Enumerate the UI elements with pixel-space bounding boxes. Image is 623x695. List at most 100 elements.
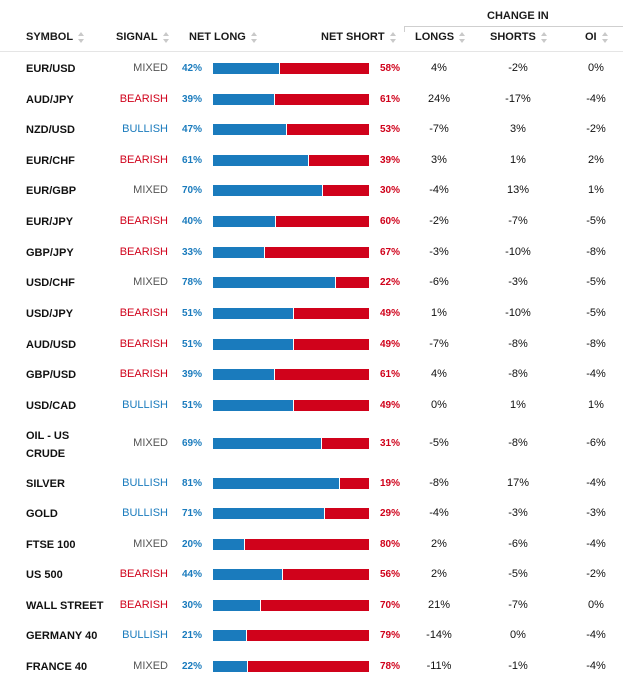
symbol-cell[interactable]: USD/CHF (26, 277, 75, 289)
signal-cell: BEARISH (119, 568, 168, 580)
bar-separator (292, 400, 294, 411)
change-oi-cell: -5% (586, 276, 606, 288)
symbol-cell[interactable]: FTSE 100 (26, 539, 76, 551)
symbol-cell[interactable]: EUR/JPY (26, 216, 74, 228)
bar-separator (245, 630, 247, 641)
symbol-cell[interactable]: GBP/JPY (26, 247, 74, 259)
net-long-bar-segment (213, 94, 274, 105)
table-row[interactable]: GBP/JPY BEARISH 33% 67% -3% -10% -8% (0, 238, 623, 268)
signal-cell: MIXED (133, 62, 168, 74)
sort-icon[interactable] (162, 31, 170, 43)
bar-separator (273, 369, 275, 380)
change-oi-cell: -4% (586, 93, 606, 105)
column-header-oi[interactable]: OI (585, 31, 609, 43)
table-row[interactable]: EUR/GBP MIXED 70% 30% -4% 13% 1% (0, 176, 623, 206)
net-long-bar-segment (213, 247, 265, 258)
column-header-signal[interactable]: SIGNAL (116, 31, 170, 43)
signal-cell: BEARISH (119, 307, 168, 319)
table-row[interactable]: EUR/USD MIXED 42% 58% 4% -2% 0% (0, 54, 623, 84)
symbol-cell[interactable]: USD/CAD (26, 400, 77, 412)
table-row[interactable]: USD/CHF MIXED 78% 22% -6% -3% -5% (0, 268, 623, 298)
table-row[interactable]: GBP/USD BEARISH 39% 61% 4% -8% -4% (0, 360, 623, 390)
sort-icon[interactable] (540, 31, 548, 43)
long-short-ratio-bar (213, 630, 369, 641)
symbol-cell[interactable]: EUR/GBP (26, 185, 77, 197)
symbol-cell[interactable]: EUR/USD (26, 63, 76, 75)
change-oi-cell: 1% (588, 399, 604, 411)
change-oi-cell: -4% (586, 368, 606, 380)
long-short-ratio-bar (213, 600, 369, 611)
table-row[interactable]: US 500 BEARISH 44% 56% 2% -5% -2% (0, 560, 623, 590)
table-row[interactable]: EUR/JPY BEARISH 40% 60% -2% -7% -5% (0, 207, 623, 237)
symbol-cell[interactable]: AUD/USD (26, 339, 77, 351)
net-long-cell: 51% (182, 339, 203, 350)
sort-icon[interactable] (78, 31, 85, 43)
bar-separator (244, 539, 246, 550)
table-row[interactable]: AUD/JPY BEARISH 39% 61% 24% -17% -4% (0, 85, 623, 115)
net-long-bar-segment (213, 508, 324, 519)
bar-separator (247, 661, 249, 672)
table-row[interactable]: USD/CAD BULLISH 51% 49% 0% 1% 1% (0, 391, 623, 421)
symbol-cell[interactable]: AUD/JPY (26, 94, 74, 106)
symbol-cell[interactable]: OIL - US CRUDE (26, 429, 69, 461)
table-row[interactable]: NZD/USD BULLISH 47% 53% -7% 3% -2% (0, 115, 623, 145)
net-short-bar-segment (293, 308, 369, 319)
table-row[interactable]: SILVER BULLISH 81% 19% -8% 17% -4% (0, 469, 623, 499)
column-header-net-short[interactable]: NET SHORT (321, 31, 397, 43)
table-row[interactable]: GERMANY 40 BULLISH 21% 79% -14% 0% -4% (0, 621, 623, 651)
change-in-group-tick (404, 26, 405, 32)
change-shorts-cell: -10% (505, 307, 531, 319)
sort-icon[interactable] (250, 31, 258, 43)
net-long-bar-segment (213, 155, 309, 166)
net-short-bar-segment (335, 277, 369, 288)
sort-icon[interactable] (389, 31, 397, 43)
table-row[interactable]: WALL STREET BEARISH 30% 70% 21% -7% 0% (0, 591, 623, 621)
net-short-cell: 39% (380, 155, 401, 166)
long-short-ratio-bar (213, 569, 369, 580)
symbol-cell[interactable]: GERMANY 40 (26, 630, 98, 642)
net-short-bar-segment (323, 185, 369, 196)
table-row[interactable]: GOLD BULLISH 71% 29% -4% -3% -3% (0, 499, 623, 529)
net-short-bar-segment (260, 600, 369, 611)
symbol-cell[interactable]: US 500 (26, 569, 63, 581)
signal-cell: BEARISH (119, 246, 168, 258)
column-header-net-long[interactable]: NET LONG (189, 31, 258, 43)
sort-icon[interactable] (459, 31, 466, 43)
table-row[interactable]: EUR/CHF BEARISH 61% 39% 3% 1% 2% (0, 146, 623, 176)
long-short-ratio-bar (213, 185, 369, 196)
table-row[interactable]: AUD/USD BEARISH 51% 49% -7% -8% -8% (0, 330, 623, 360)
change-shorts-cell: -7% (508, 215, 528, 227)
table-row[interactable]: FTSE 100 MIXED 20% 80% 2% -6% -4% (0, 530, 623, 560)
signal-cell: MIXED (133, 538, 168, 550)
symbol-cell[interactable]: EUR/CHF (26, 155, 75, 167)
signal-cell: BEARISH (119, 93, 168, 105)
symbol-cell[interactable]: GOLD (26, 508, 58, 520)
table-row[interactable]: OIL - US CRUDE MIXED 69% 31% -5% -8% -6% (0, 429, 623, 461)
column-header-symbol[interactable]: SYMBOL (26, 31, 85, 43)
sort-icon[interactable] (601, 31, 609, 43)
net-short-cell: 49% (380, 339, 401, 350)
change-shorts-cell: 17% (506, 477, 530, 489)
long-short-ratio-bar (213, 94, 369, 105)
column-header-longs[interactable]: LONGS (415, 31, 466, 43)
column-header-oi-label: OI (585, 31, 597, 43)
symbol-cell[interactable]: USD/JPY (26, 308, 74, 320)
column-header-shorts[interactable]: SHORTS (490, 31, 548, 43)
symbol-cell[interactable]: FRANCE 40 (26, 661, 88, 673)
net-short-cell: 78% (380, 661, 401, 672)
column-header-net-short-label: NET SHORT (321, 31, 385, 43)
net-long-cell: 81% (182, 478, 203, 489)
change-oi-cell: -5% (586, 215, 606, 227)
symbol-cell[interactable]: GBP/USD (26, 369, 77, 381)
table-row[interactable]: FRANCE 40 MIXED 22% 78% -11% -1% -4% (0, 652, 623, 682)
change-shorts-cell: 0% (510, 629, 526, 641)
symbol-cell[interactable]: WALL STREET (26, 600, 104, 612)
net-short-bar-segment (287, 124, 369, 135)
symbol-cell[interactable]: NZD/USD (26, 124, 75, 136)
net-short-cell: 61% (380, 369, 401, 380)
column-header-symbol-label: SYMBOL (26, 31, 74, 43)
symbol-cell[interactable]: SILVER (26, 478, 65, 490)
table-row[interactable]: USD/JPY BEARISH 51% 49% 1% -10% -5% (0, 299, 623, 329)
net-long-cell: 44% (182, 569, 203, 580)
